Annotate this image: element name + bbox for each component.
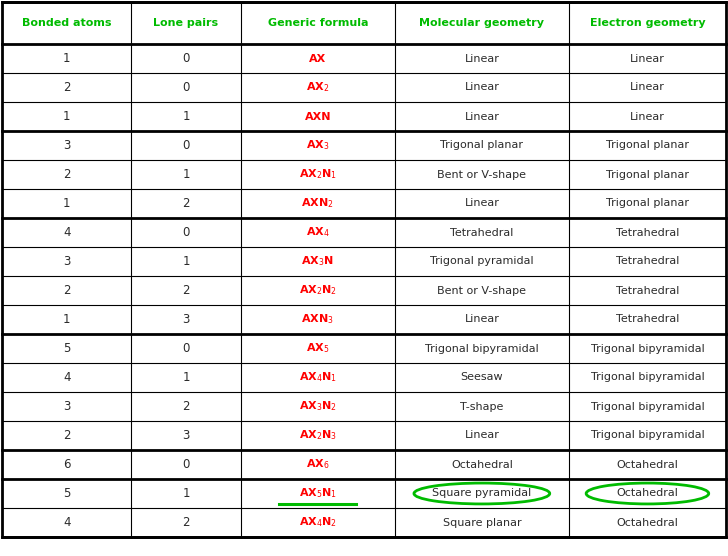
Text: AX$_3$N$_2$: AX$_3$N$_2$ bbox=[298, 400, 337, 414]
Text: Bent or V-shape: Bent or V-shape bbox=[438, 170, 526, 180]
Text: Molecular geometry: Molecular geometry bbox=[419, 18, 545, 28]
Text: Trigonal bipyramidal: Trigonal bipyramidal bbox=[590, 373, 704, 383]
Text: 4: 4 bbox=[63, 516, 71, 529]
Text: AXN$_3$: AXN$_3$ bbox=[301, 312, 334, 326]
Text: 2: 2 bbox=[63, 284, 71, 297]
Text: AX$_2$N$_3$: AX$_2$N$_3$ bbox=[298, 429, 337, 443]
Text: AX$_4$: AX$_4$ bbox=[306, 226, 330, 240]
Text: Linear: Linear bbox=[630, 53, 665, 63]
Text: 2: 2 bbox=[63, 81, 71, 94]
Text: 3: 3 bbox=[63, 400, 71, 413]
Text: 2: 2 bbox=[63, 429, 71, 442]
Text: 4: 4 bbox=[63, 226, 71, 239]
Text: 1: 1 bbox=[182, 168, 190, 181]
Text: AX$_2$: AX$_2$ bbox=[306, 81, 330, 95]
Text: Square pyramidal: Square pyramidal bbox=[432, 489, 531, 499]
Text: Bonded atoms: Bonded atoms bbox=[22, 18, 111, 28]
Text: 2: 2 bbox=[182, 197, 190, 210]
Text: AX$_3$: AX$_3$ bbox=[306, 138, 330, 152]
Text: 0: 0 bbox=[182, 81, 190, 94]
Text: Linear: Linear bbox=[464, 53, 499, 63]
Text: 2: 2 bbox=[182, 400, 190, 413]
Text: Tetrahedral: Tetrahedral bbox=[450, 227, 513, 237]
Text: 1: 1 bbox=[63, 52, 71, 65]
Text: 1: 1 bbox=[63, 313, 71, 326]
Text: AX$_4$N$_1$: AX$_4$N$_1$ bbox=[298, 371, 337, 384]
Text: AX$_3$N: AX$_3$N bbox=[301, 255, 334, 269]
Text: Trigonal planar: Trigonal planar bbox=[440, 141, 523, 151]
Text: 0: 0 bbox=[182, 458, 190, 471]
Text: Octahedral: Octahedral bbox=[617, 489, 678, 499]
Text: Tetrahedral: Tetrahedral bbox=[616, 285, 679, 295]
Text: Trigonal bipyramidal: Trigonal bipyramidal bbox=[590, 401, 704, 411]
Text: Linear: Linear bbox=[630, 112, 665, 122]
Text: T-shape: T-shape bbox=[460, 401, 504, 411]
Text: 3: 3 bbox=[63, 255, 71, 268]
Text: Linear: Linear bbox=[464, 315, 499, 325]
Text: 1: 1 bbox=[63, 197, 71, 210]
Text: Generic formula: Generic formula bbox=[267, 18, 368, 28]
Text: 2: 2 bbox=[182, 284, 190, 297]
Text: 0: 0 bbox=[182, 52, 190, 65]
Text: 1: 1 bbox=[182, 255, 190, 268]
Text: Trigonal bipyramidal: Trigonal bipyramidal bbox=[590, 430, 704, 440]
Text: 1: 1 bbox=[182, 487, 190, 500]
Text: 5: 5 bbox=[63, 487, 71, 500]
Text: AX$_4$N$_2$: AX$_4$N$_2$ bbox=[298, 515, 337, 529]
Text: Linear: Linear bbox=[630, 82, 665, 92]
Text: Linear: Linear bbox=[464, 430, 499, 440]
Text: Linear: Linear bbox=[464, 82, 499, 92]
Text: Tetrahedral: Tetrahedral bbox=[616, 227, 679, 237]
Text: 0: 0 bbox=[182, 139, 190, 152]
Text: Square planar: Square planar bbox=[443, 518, 521, 528]
Text: Lone pairs: Lone pairs bbox=[154, 18, 218, 28]
Text: Linear: Linear bbox=[464, 112, 499, 122]
Text: Tetrahedral: Tetrahedral bbox=[616, 256, 679, 266]
Text: 2: 2 bbox=[63, 168, 71, 181]
Text: 4: 4 bbox=[63, 371, 71, 384]
Text: AX$_5$: AX$_5$ bbox=[306, 341, 330, 355]
Text: 3: 3 bbox=[182, 313, 190, 326]
Text: AXN: AXN bbox=[304, 112, 331, 122]
Text: Trigonal pyramidal: Trigonal pyramidal bbox=[430, 256, 534, 266]
Text: Trigonal planar: Trigonal planar bbox=[606, 170, 689, 180]
Text: AX$_2$N$_1$: AX$_2$N$_1$ bbox=[298, 167, 337, 181]
Text: 3: 3 bbox=[182, 429, 190, 442]
Text: Trigonal planar: Trigonal planar bbox=[606, 198, 689, 208]
Text: Trigonal bipyramidal: Trigonal bipyramidal bbox=[425, 344, 539, 354]
Text: Linear: Linear bbox=[464, 198, 499, 208]
Text: AX$_5$N$_1$: AX$_5$N$_1$ bbox=[298, 486, 337, 500]
Text: 0: 0 bbox=[182, 342, 190, 355]
Text: 0: 0 bbox=[182, 226, 190, 239]
Text: Electron geometry: Electron geometry bbox=[590, 18, 705, 28]
Text: 6: 6 bbox=[63, 458, 71, 471]
Text: Octahedral: Octahedral bbox=[617, 459, 678, 469]
Text: AX$_6$: AX$_6$ bbox=[306, 458, 330, 471]
Text: Bent or V-shape: Bent or V-shape bbox=[438, 285, 526, 295]
Text: Trigonal planar: Trigonal planar bbox=[606, 141, 689, 151]
Text: AX: AX bbox=[309, 53, 326, 63]
Text: Octahedral: Octahedral bbox=[617, 518, 678, 528]
Text: Trigonal bipyramidal: Trigonal bipyramidal bbox=[590, 344, 704, 354]
Text: 5: 5 bbox=[63, 342, 71, 355]
Text: AXN$_2$: AXN$_2$ bbox=[301, 197, 334, 210]
Text: 1: 1 bbox=[182, 371, 190, 384]
Text: Octahedral: Octahedral bbox=[451, 459, 513, 469]
Text: Tetrahedral: Tetrahedral bbox=[616, 315, 679, 325]
Text: Seesaw: Seesaw bbox=[461, 373, 503, 383]
Text: 1: 1 bbox=[182, 110, 190, 123]
Text: 2: 2 bbox=[182, 516, 190, 529]
Text: 3: 3 bbox=[63, 139, 71, 152]
Text: 1: 1 bbox=[63, 110, 71, 123]
Text: AX$_2$N$_2$: AX$_2$N$_2$ bbox=[298, 284, 337, 297]
